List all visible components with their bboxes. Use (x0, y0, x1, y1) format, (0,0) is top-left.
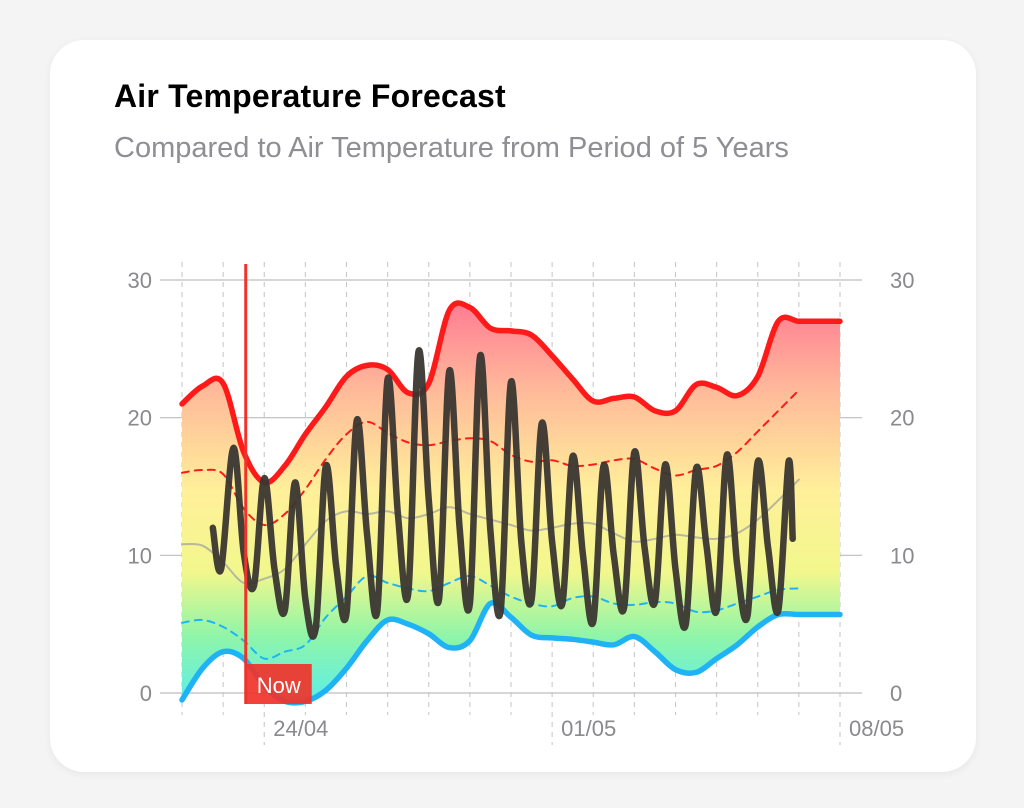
now-badge (245, 664, 312, 704)
series-forecast-line (209, 347, 796, 640)
y-tick-right: 0 (890, 681, 902, 706)
chart-title: Air Temperature Forecast (114, 78, 506, 114)
y-tick-left: 30 (128, 268, 152, 293)
y-tick-left: 20 (128, 406, 152, 431)
y-tick-right: 10 (890, 543, 914, 568)
now-label: Now (257, 673, 301, 698)
now-marker: Now (244, 264, 312, 704)
x-tick-label: 24/04 (273, 716, 328, 741)
y-tick-right: 30 (890, 268, 914, 293)
chart-subtitle: Compared to Air Temperature from Period … (114, 132, 789, 164)
series-lines (179, 300, 843, 706)
series-max-line (179, 300, 843, 486)
x-tick-label: 01/05 (561, 716, 616, 741)
series-avg_min-line (181, 574, 800, 660)
y-tick-left: 0 (140, 681, 152, 706)
axis-ticks: 0 0 10 10 20 20 30 30 24/04 01/05 08/05 (128, 268, 915, 741)
y-tick-right: 20 (890, 406, 914, 431)
y-tick-left: 10 (128, 543, 152, 568)
x-tick-label: 08/05 (849, 716, 904, 741)
